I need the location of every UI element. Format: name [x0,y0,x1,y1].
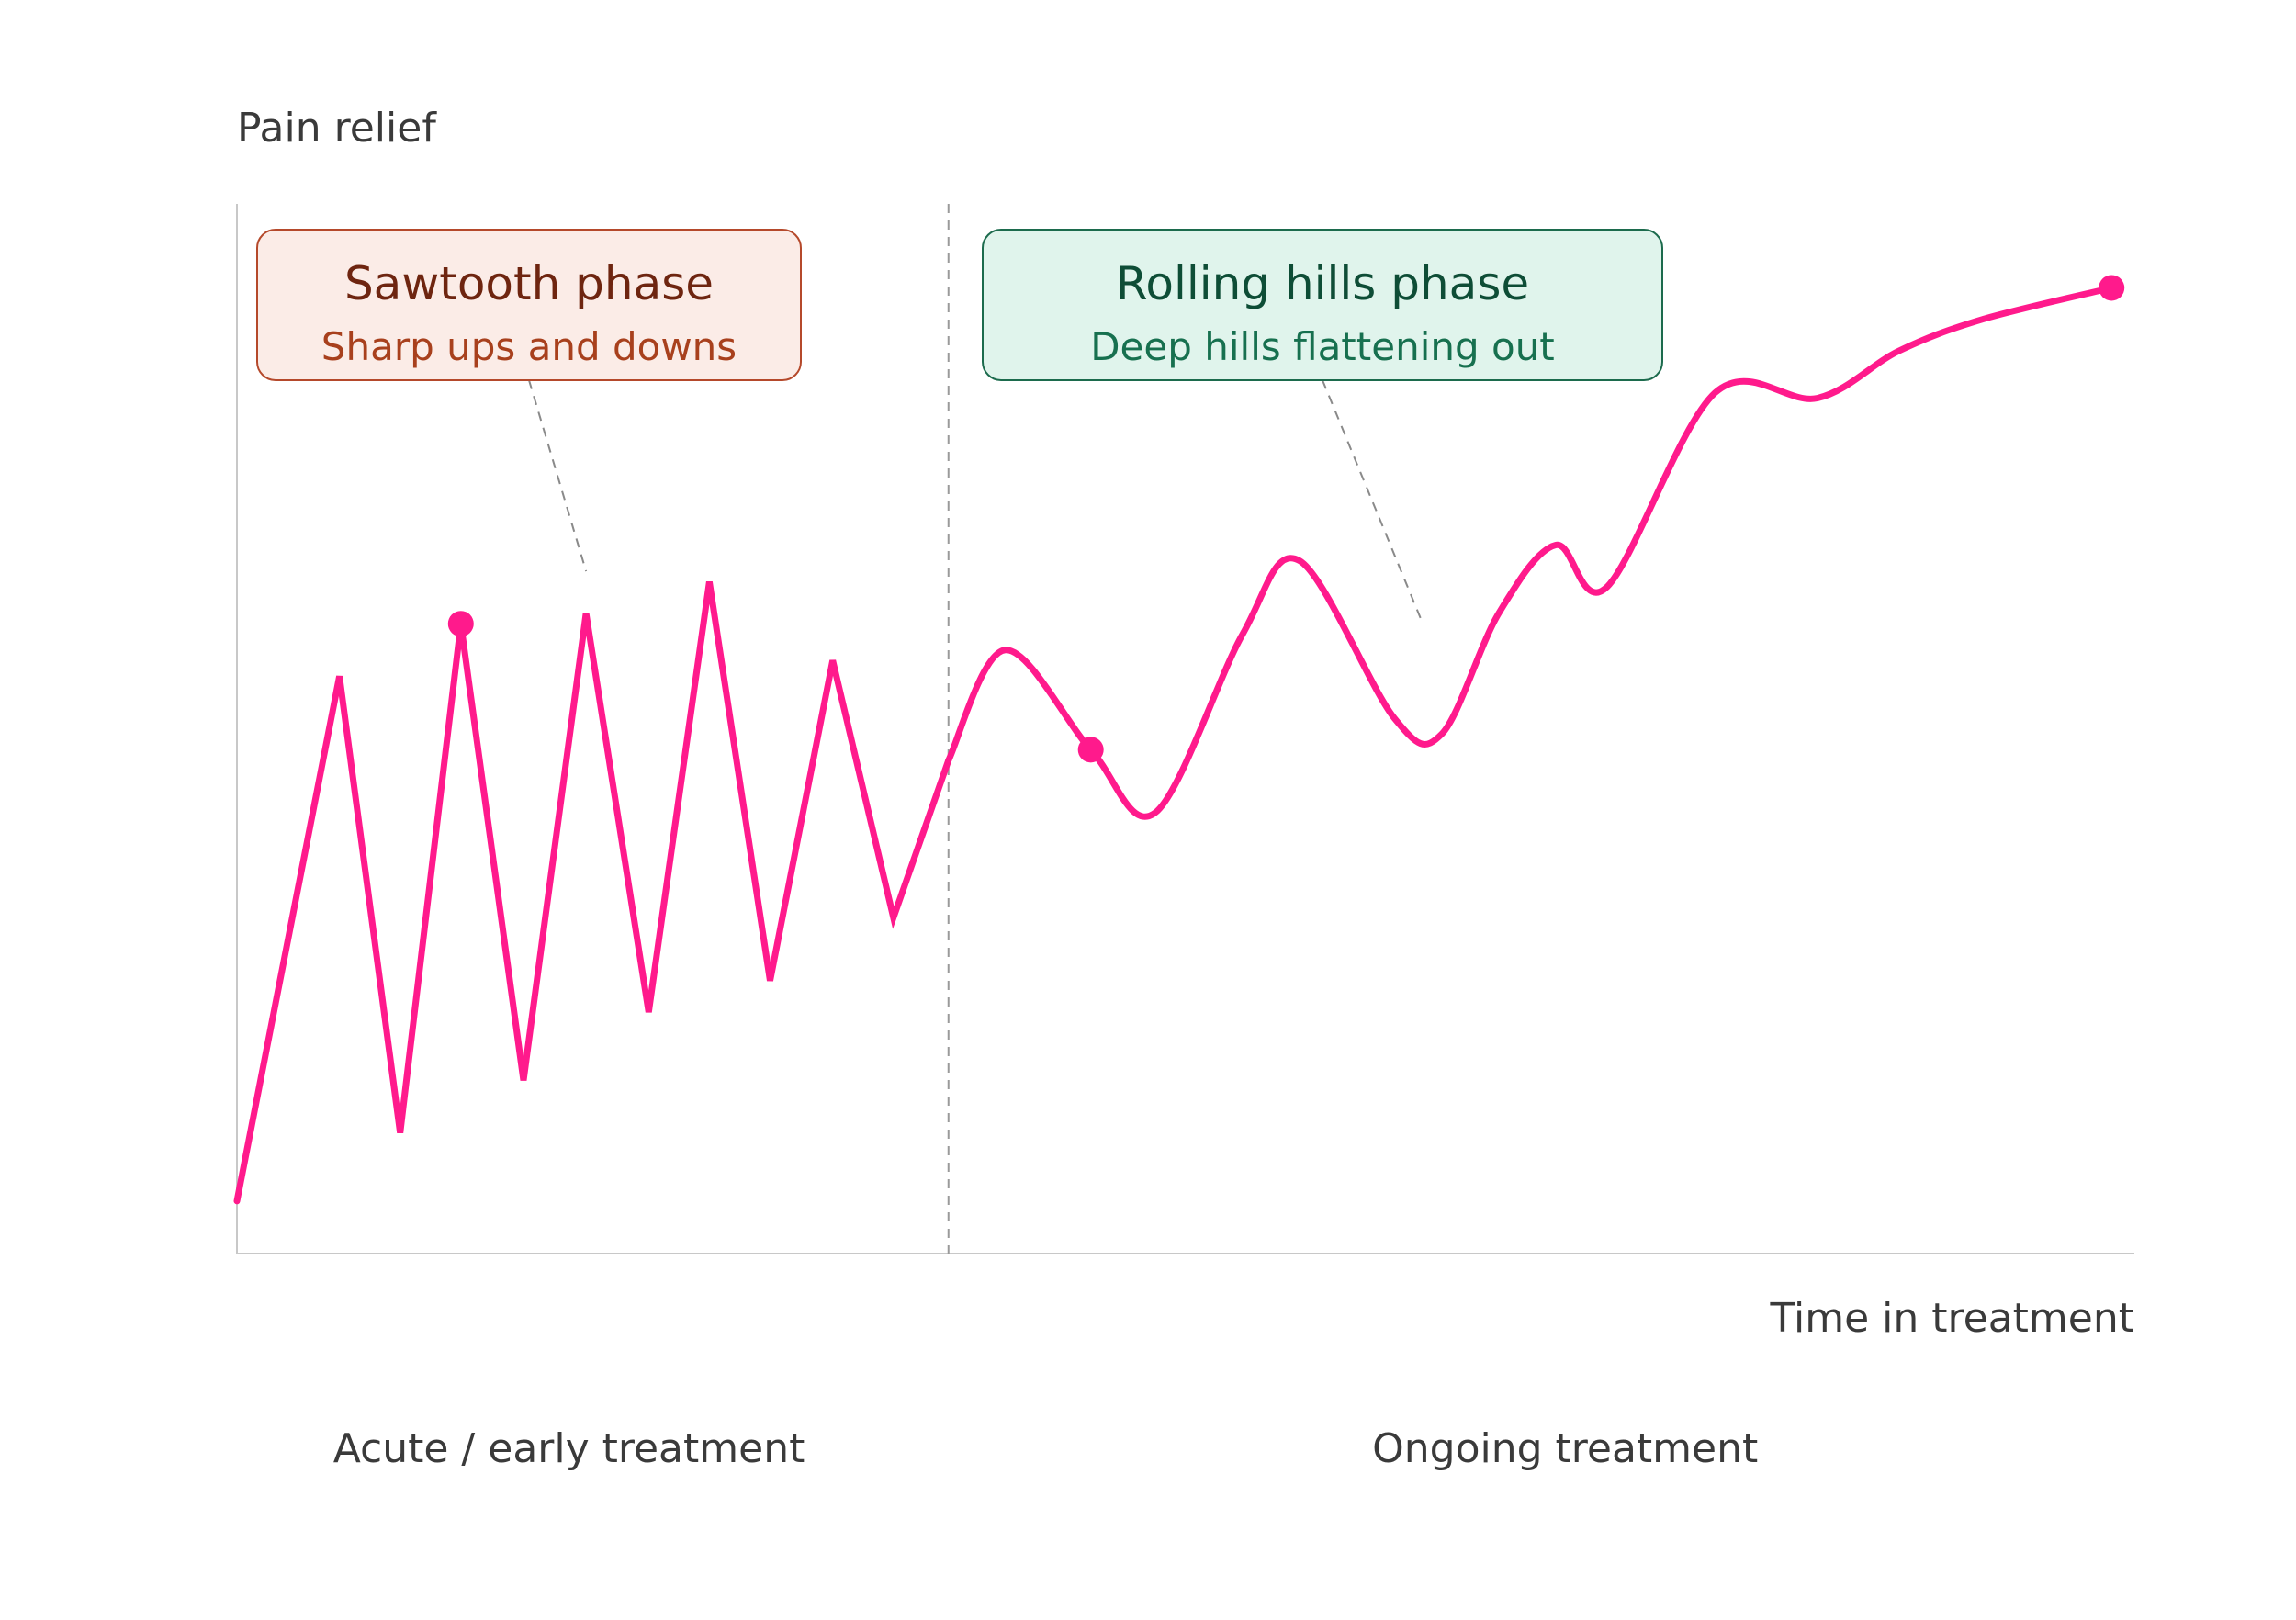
callout-subtitle: Deep hills flattening out [1090,324,1555,369]
callout-leader-line-2 [1322,379,1424,624]
data-point-marker-2 [1077,737,1104,763]
callout-sawtooth-phase: Sawtooth phase Sharp ups and downs [256,229,802,381]
callout-title: Sawtooth phase [344,257,714,310]
callout-box [256,229,802,381]
y-axis-label: Pain relief [237,105,437,152]
callout-title: Rolling hills phase [1116,257,1529,310]
series-line-sawtooth [233,580,952,1205]
x-axis-label: Time in treatment [1770,1295,2135,1342]
callout-rolling-hills-phase: Rolling hills phase Deep hills flattenin… [982,229,1663,381]
phase-label-acute: Acute / early treatment [333,1425,805,1472]
callout-leaders [528,379,1424,624]
callout-leader-line-1 [528,379,588,572]
data-point-marker-1 [447,611,474,637]
series-markers [447,275,2125,763]
callout-box [982,229,1663,381]
data-point-marker-3 [2099,275,2125,301]
callout-subtitle: Sharp ups and downs [321,324,737,369]
series-line-rolling-hills [945,284,2115,820]
phase-label-ongoing: Ongoing treatment [1372,1425,1758,1472]
